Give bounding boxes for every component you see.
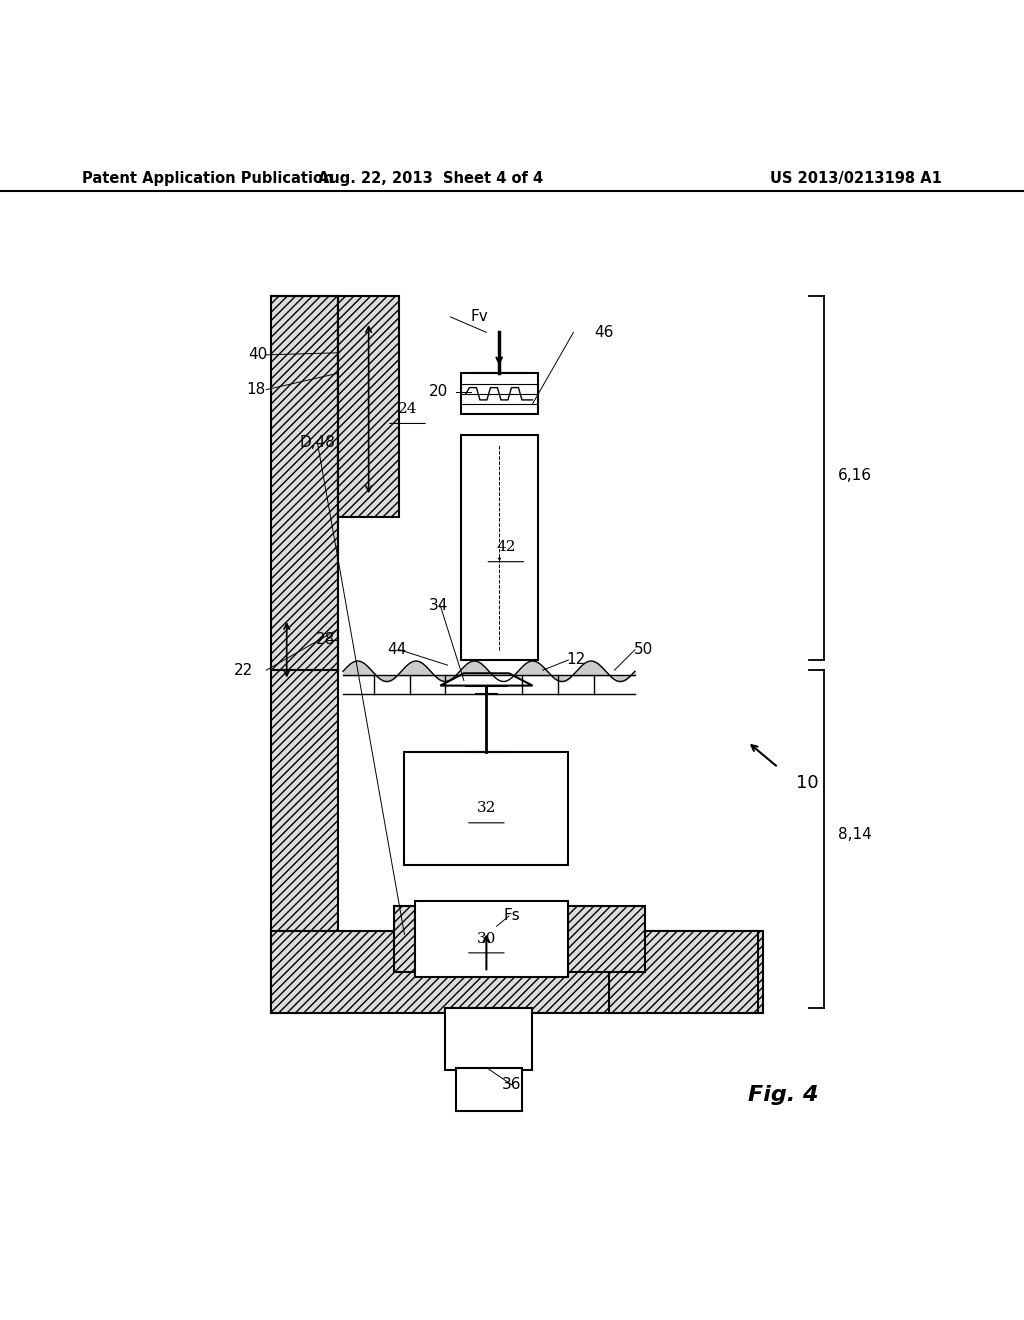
Text: 10: 10: [796, 774, 818, 792]
Text: Aug. 22, 2013  Sheet 4 of 4: Aug. 22, 2013 Sheet 4 of 4: [317, 172, 543, 186]
Text: 32: 32: [477, 801, 496, 816]
Text: 28: 28: [316, 632, 335, 647]
Text: 8,14: 8,14: [839, 826, 871, 842]
Text: Fs: Fs: [504, 908, 520, 924]
Polygon shape: [440, 673, 532, 685]
Text: 20: 20: [429, 384, 447, 399]
Text: Fv: Fv: [470, 309, 488, 325]
Text: 18: 18: [247, 383, 265, 397]
Text: 22: 22: [234, 663, 253, 677]
Text: 44: 44: [388, 643, 407, 657]
Bar: [445, 1008, 532, 1069]
Text: 30: 30: [477, 932, 496, 945]
Bar: [456, 1068, 522, 1110]
Text: 42: 42: [496, 540, 516, 554]
Text: 46: 46: [595, 325, 613, 339]
Text: Patent Application Publication: Patent Application Publication: [82, 172, 334, 186]
Bar: [338, 297, 399, 516]
Text: US 2013/0213198 A1: US 2013/0213198 A1: [770, 172, 942, 186]
Bar: [394, 906, 497, 973]
Text: 24: 24: [397, 403, 418, 416]
Bar: [461, 434, 538, 660]
Bar: [271, 297, 338, 1014]
Text: D,48: D,48: [299, 436, 336, 450]
Text: 12: 12: [566, 652, 585, 668]
Bar: [548, 906, 645, 973]
Text: 36: 36: [502, 1077, 522, 1093]
Bar: [609, 932, 758, 1014]
Bar: [461, 374, 538, 414]
Text: Fig. 4: Fig. 4: [748, 1085, 818, 1105]
Bar: [404, 752, 568, 865]
Text: 50: 50: [634, 643, 652, 657]
Text: 34: 34: [429, 598, 447, 614]
Bar: [271, 932, 763, 1014]
Text: 40: 40: [249, 347, 267, 363]
Bar: [415, 900, 568, 977]
Text: 6,16: 6,16: [838, 469, 872, 483]
